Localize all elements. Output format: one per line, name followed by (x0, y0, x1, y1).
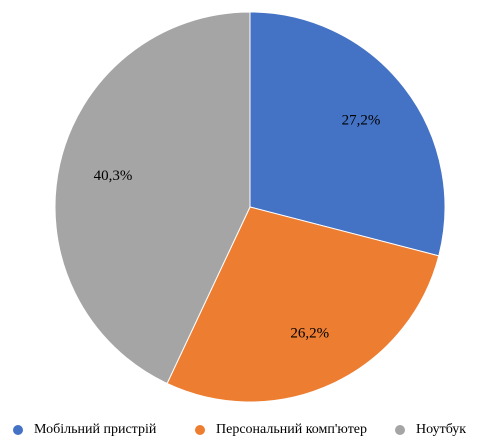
data-label: 40,3% (94, 168, 133, 184)
data-label: 27,2% (342, 112, 381, 128)
legend-label: Персональний комп'ютер (216, 422, 367, 437)
pie-slice (54, 11, 251, 385)
data-label: 26,2% (290, 326, 329, 342)
pie-slice (249, 11, 446, 257)
legend-marker (13, 425, 23, 435)
legend-label: Ноутбук (416, 422, 466, 437)
pie-slice (166, 206, 440, 403)
legend-label: Мобільний пристрій (34, 422, 157, 437)
legend-marker (395, 425, 405, 435)
legend-marker (195, 425, 205, 435)
